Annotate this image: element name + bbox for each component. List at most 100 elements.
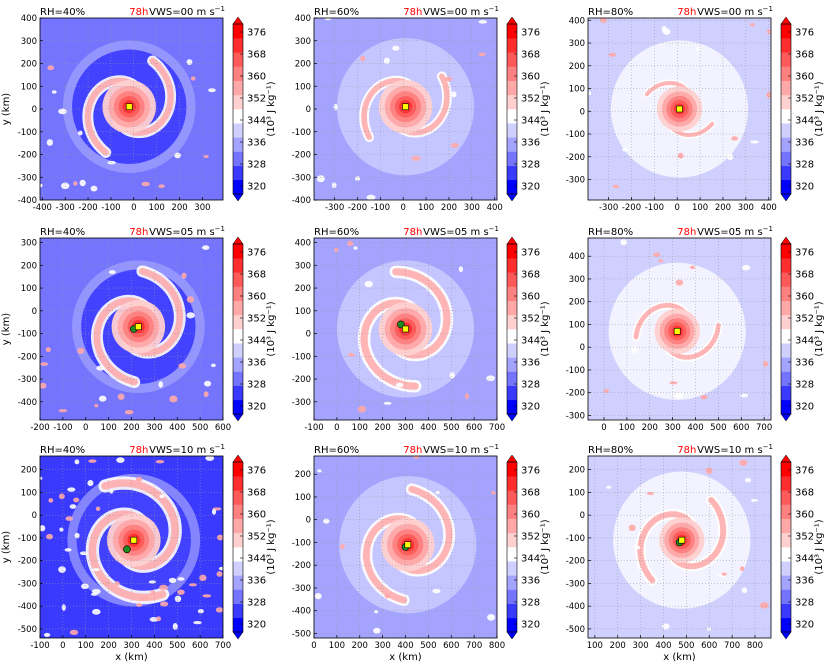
convective-cell — [193, 620, 202, 625]
vws-label: VWS=10 m s−1 — [697, 443, 773, 456]
colorbar-label: (10³ J kg⁻¹) — [540, 81, 551, 136]
convective-cell — [750, 23, 755, 27]
y-tick-label: -300 — [18, 579, 37, 589]
mse-field — [40, 456, 223, 638]
x-tick-label: 800 — [489, 641, 505, 651]
x-tick-label: 0 — [601, 423, 606, 433]
colorbar-tick-label: 368 — [521, 270, 540, 281]
x-tick-label: 300 — [146, 423, 162, 433]
axes-frame — [587, 237, 772, 421]
colorbar-tick-label: 336 — [521, 358, 540, 369]
colorbar-tick-label: 320 — [521, 402, 540, 413]
y-tick-label: 200 — [295, 284, 311, 294]
rh-label: RH=40% — [40, 445, 85, 456]
y-tick-label: -200 — [566, 557, 585, 567]
convective-cell — [373, 627, 381, 634]
y-tick-label: 100 — [21, 488, 37, 498]
convective-cell — [216, 534, 223, 541]
axes-frame — [587, 455, 772, 639]
convective-cell — [658, 259, 664, 263]
vws-label: VWS=00 m s−1 — [149, 5, 225, 18]
convective-cell — [199, 574, 207, 582]
x-tick-label: 400 — [655, 641, 671, 651]
convective-cell — [108, 270, 116, 275]
convective-cell — [69, 629, 79, 635]
colorbar-label: (10³ J kg⁻¹) — [540, 301, 551, 356]
colorbar-tick-label: 352 — [795, 314, 814, 325]
colorbar-tick-label: 320 — [521, 182, 540, 193]
x-tick-label: 200 — [171, 203, 187, 213]
x-tick-label: 200 — [642, 423, 658, 433]
convective-cell — [766, 29, 771, 34]
y-tick-label: -200 — [292, 151, 311, 161]
colorbar-tick-label: 368 — [247, 50, 266, 61]
panel-2: -300 -200 -100 0 100 200 300 400 -400 -300 -200 -10… — [292, 5, 551, 213]
colorbar-tick-label: 352 — [521, 94, 540, 105]
convective-cell — [174, 152, 181, 159]
x-tick-label: 600 — [192, 641, 208, 651]
colorbar-tick-label: 352 — [247, 532, 266, 543]
convective-cell — [727, 153, 734, 161]
convective-cell — [174, 595, 182, 603]
x-tick-label: 400 — [487, 203, 503, 213]
x-tick-label: -300 — [599, 203, 618, 213]
convective-cell — [155, 460, 165, 464]
convective-cell — [79, 179, 86, 187]
y-tick-label: -100 — [566, 534, 585, 544]
mse-field — [588, 238, 771, 420]
x-tick-label: -200 — [348, 203, 367, 213]
y-tick-label: -500 — [18, 625, 37, 635]
vws-label: VWS=00 m s−1 — [423, 5, 499, 18]
panel-6: 0 100 200 300 400 500 600 700 -300 -200 -100 0 100 20… — [566, 225, 825, 433]
y-tick-label: 200 — [21, 60, 37, 70]
y-tick-label: 0 — [306, 105, 311, 115]
rh-label: RH=40% — [40, 7, 85, 18]
y-tick-label: -100 — [292, 538, 311, 548]
colorbar-tick-label: 344 — [247, 554, 266, 565]
x-tick-label: 400 — [687, 423, 703, 433]
convective-cell — [117, 393, 125, 400]
y-tick-label: 400 — [295, 14, 311, 24]
x-tick-label: 700 — [466, 641, 482, 651]
y-tick-label: -100 — [18, 330, 37, 340]
colorbar-label: (10³ J kg⁻¹) — [266, 81, 277, 136]
x-tick-label: 200 — [101, 641, 117, 651]
y-tick-label: 100 — [295, 493, 311, 503]
convective-cell — [40, 525, 46, 532]
convective-cell — [413, 456, 420, 459]
y-axis-label: y (km) — [1, 93, 12, 126]
storm-center-marker — [673, 327, 681, 335]
colorbar-tick-label: 328 — [247, 598, 266, 609]
convective-cell — [731, 136, 739, 141]
y-tick-label: -300 — [292, 173, 311, 183]
storm-center-marker — [678, 536, 686, 544]
convective-cell — [73, 497, 80, 503]
x-tick-label: 200 — [352, 641, 368, 651]
storm-center-marker — [676, 105, 683, 113]
colorbar-tick-label: 328 — [795, 380, 814, 391]
convective-cell — [750, 140, 759, 144]
convective-cell — [662, 623, 670, 630]
storm-center-marker — [125, 103, 133, 111]
convective-cell — [156, 616, 162, 622]
y-tick-label: -400 — [566, 602, 585, 612]
convective-cell — [705, 467, 713, 475]
convective-cell — [46, 533, 53, 540]
y-tick-label: 100 — [295, 307, 311, 317]
colorbar-tick-label: 352 — [795, 532, 814, 543]
colorbar-tick-label: 328 — [795, 160, 814, 171]
rh-label: RH=80% — [588, 227, 633, 238]
convective-cell — [40, 476, 43, 480]
convective-cell — [700, 394, 708, 400]
convective-cell — [411, 155, 421, 161]
colorbar-tick-label: 360 — [795, 510, 814, 521]
convective-cell — [124, 409, 134, 415]
y-tick-label: -300 — [566, 176, 585, 186]
y-tick-label: 0 — [580, 511, 585, 521]
colorbar-tick-label: 368 — [795, 270, 814, 281]
colorbar: 376 368 360 352 344 336 328 320 (10³ J kg⁻¹) — [506, 454, 551, 640]
time-label: 78h — [677, 7, 696, 18]
x-tick-label: -400 — [33, 203, 52, 213]
x-tick-label: 0 — [401, 203, 406, 213]
convective-cell — [58, 108, 67, 115]
